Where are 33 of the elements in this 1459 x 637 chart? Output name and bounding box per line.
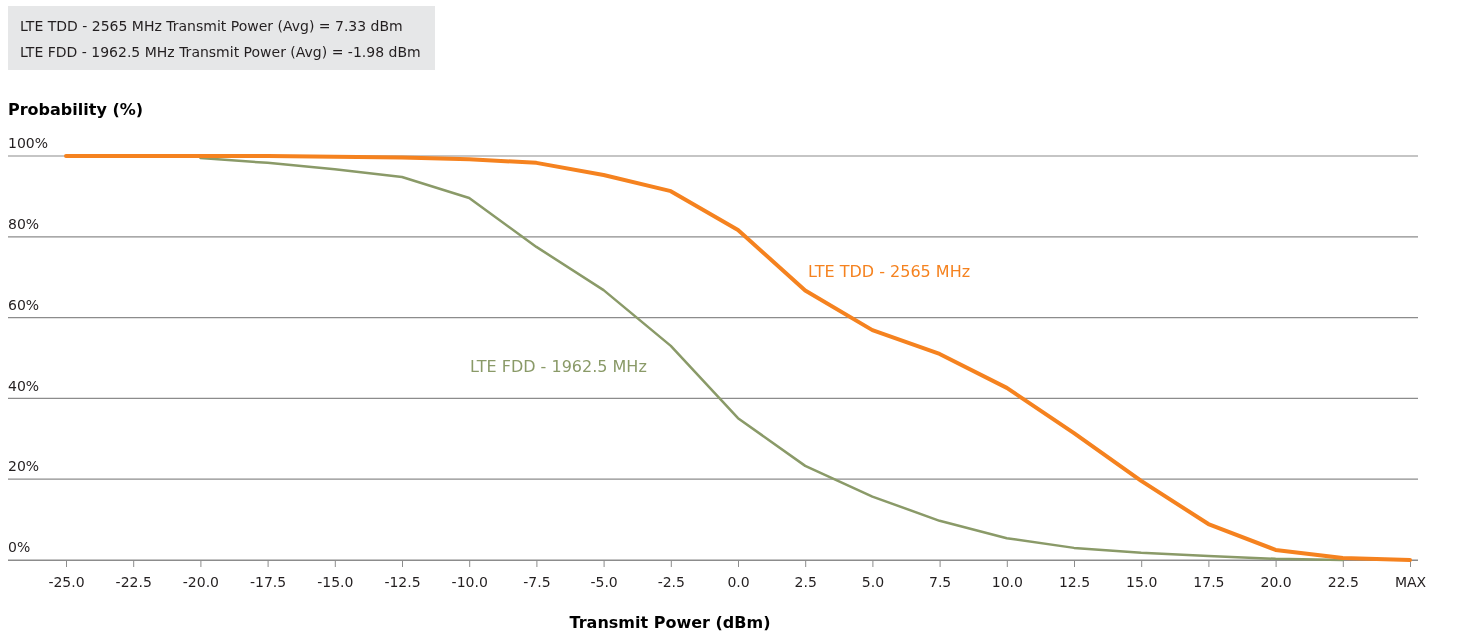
- x-tick-label: -15.0: [317, 573, 354, 590]
- y-tick-label: 0%: [8, 539, 31, 556]
- series-label: LTE FDD - 1962.5 MHz: [470, 357, 647, 376]
- x-tick-label: -22.5: [115, 573, 152, 590]
- series-label: LTE TDD - 2565 MHz: [808, 262, 971, 281]
- x-tick-label: 2.5: [794, 573, 817, 590]
- x-axis-title: Transmit Power (dBm): [569, 613, 771, 632]
- y-tick-label: 60%: [8, 296, 40, 313]
- x-tick-label: -2.5: [657, 573, 685, 590]
- x-tick-label: 20.0: [1260, 573, 1292, 590]
- x-tick-label: -7.5: [523, 573, 551, 590]
- y-tick-label: 100%: [8, 135, 49, 152]
- text: LTE FDD - 1962.5 MHz Transmit Power (Avg) = -1.98 dBm: [20, 44, 421, 60]
- x-tick-label: -5.0: [590, 573, 618, 590]
- x-tick-label: -20.0: [182, 573, 220, 590]
- x-tick-label: -25.0: [48, 573, 85, 590]
- x-tick-label: 7.5: [928, 573, 952, 590]
- x-tick-label: 22.5: [1327, 573, 1359, 590]
- x-tick-label: -17.5: [249, 573, 287, 590]
- y-tick-label: 20%: [8, 458, 40, 475]
- x-tick-label: 17.5: [1193, 573, 1225, 590]
- y-tick-label: 40%: [8, 377, 40, 394]
- y-tick-label: 80%: [8, 215, 40, 232]
- x-tick-label: -10.0: [451, 573, 488, 590]
- x-tick-label: 5.0: [861, 573, 885, 590]
- x-tick-label: 10.0: [991, 573, 1023, 590]
- x-tick-label: MAX: [1394, 573, 1427, 590]
- x-tick-label: 0.0: [727, 573, 750, 590]
- x-tick-label: 12.5: [1058, 573, 1091, 590]
- x-tick-label: 15.0: [1126, 573, 1158, 590]
- y-axis-title: Probability (%): [8, 100, 144, 119]
- text: LTE TDD - 2565 MHz Transmit Power (Avg) = 7.33 dBm: [20, 18, 403, 34]
- x-tick-label: -12.5: [384, 573, 421, 590]
